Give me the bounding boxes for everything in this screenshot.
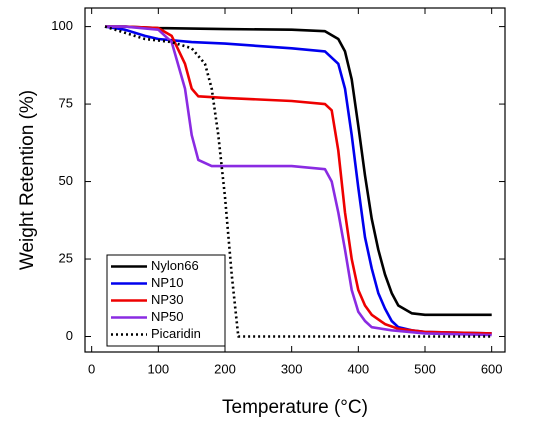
- series-line: [104, 25, 492, 338]
- series-line: [105, 25, 492, 335]
- legend-label: NP50: [151, 309, 184, 324]
- x-tick-label: 400: [347, 361, 369, 376]
- legend-label: Nylon66: [151, 258, 199, 273]
- series-line: [105, 25, 492, 337]
- legend-label: NP30: [151, 292, 184, 307]
- y-axis-title: Weight Retention (%): [17, 90, 38, 270]
- legend-label: Picaridin: [151, 326, 201, 341]
- x-tick-label: 0: [88, 361, 95, 376]
- y-tick-label: 75: [59, 96, 73, 111]
- y-tick-label: 0: [66, 328, 73, 343]
- x-tick-label: 300: [281, 361, 303, 376]
- legend-label: NP10: [151, 275, 184, 290]
- x-tick-label: 100: [147, 361, 169, 376]
- x-axis-title: Temperature (°C): [222, 397, 368, 418]
- y-tick-label: 100: [51, 18, 73, 33]
- series-line: [105, 25, 492, 317]
- x-tick-label: 200: [214, 361, 236, 376]
- plot-frame: [84, 7, 506, 353]
- x-tick-label: 500: [414, 361, 436, 376]
- y-tick-label: 50: [59, 173, 73, 188]
- y-tick-label: 25: [59, 250, 73, 265]
- x-tick-label: 600: [481, 361, 503, 376]
